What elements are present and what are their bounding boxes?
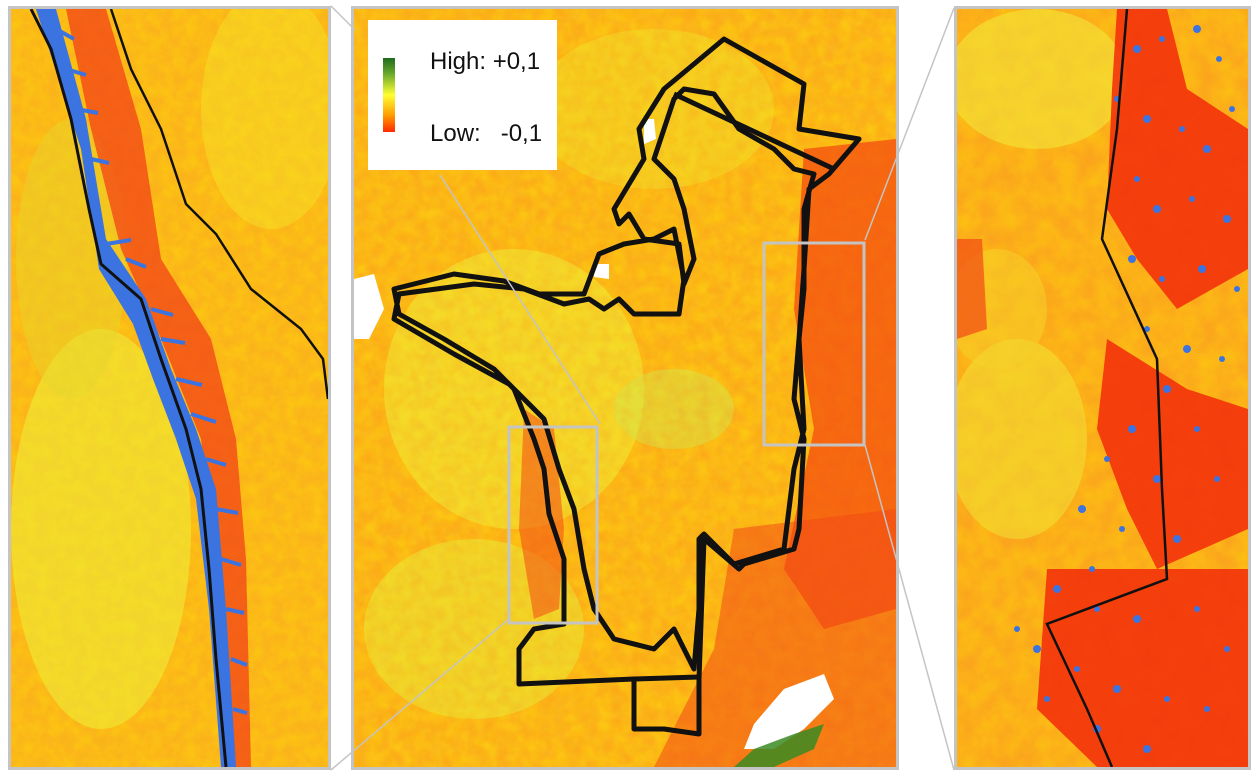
right-zoom-panel bbox=[954, 6, 1251, 770]
west-zoom-box bbox=[507, 425, 599, 625]
left-zoom-map bbox=[11, 9, 328, 767]
legend-low-label: Low: -0,1 bbox=[430, 120, 543, 147]
east-zoom-box bbox=[762, 241, 866, 447]
left-zoom-panel bbox=[8, 6, 331, 770]
legend-high-label: High: +0,1 bbox=[430, 48, 541, 75]
right-zoom-map bbox=[957, 9, 1248, 767]
legend: High: +0,1 Low: -0,1 bbox=[368, 20, 557, 170]
legend-color-ramp bbox=[383, 58, 395, 132]
